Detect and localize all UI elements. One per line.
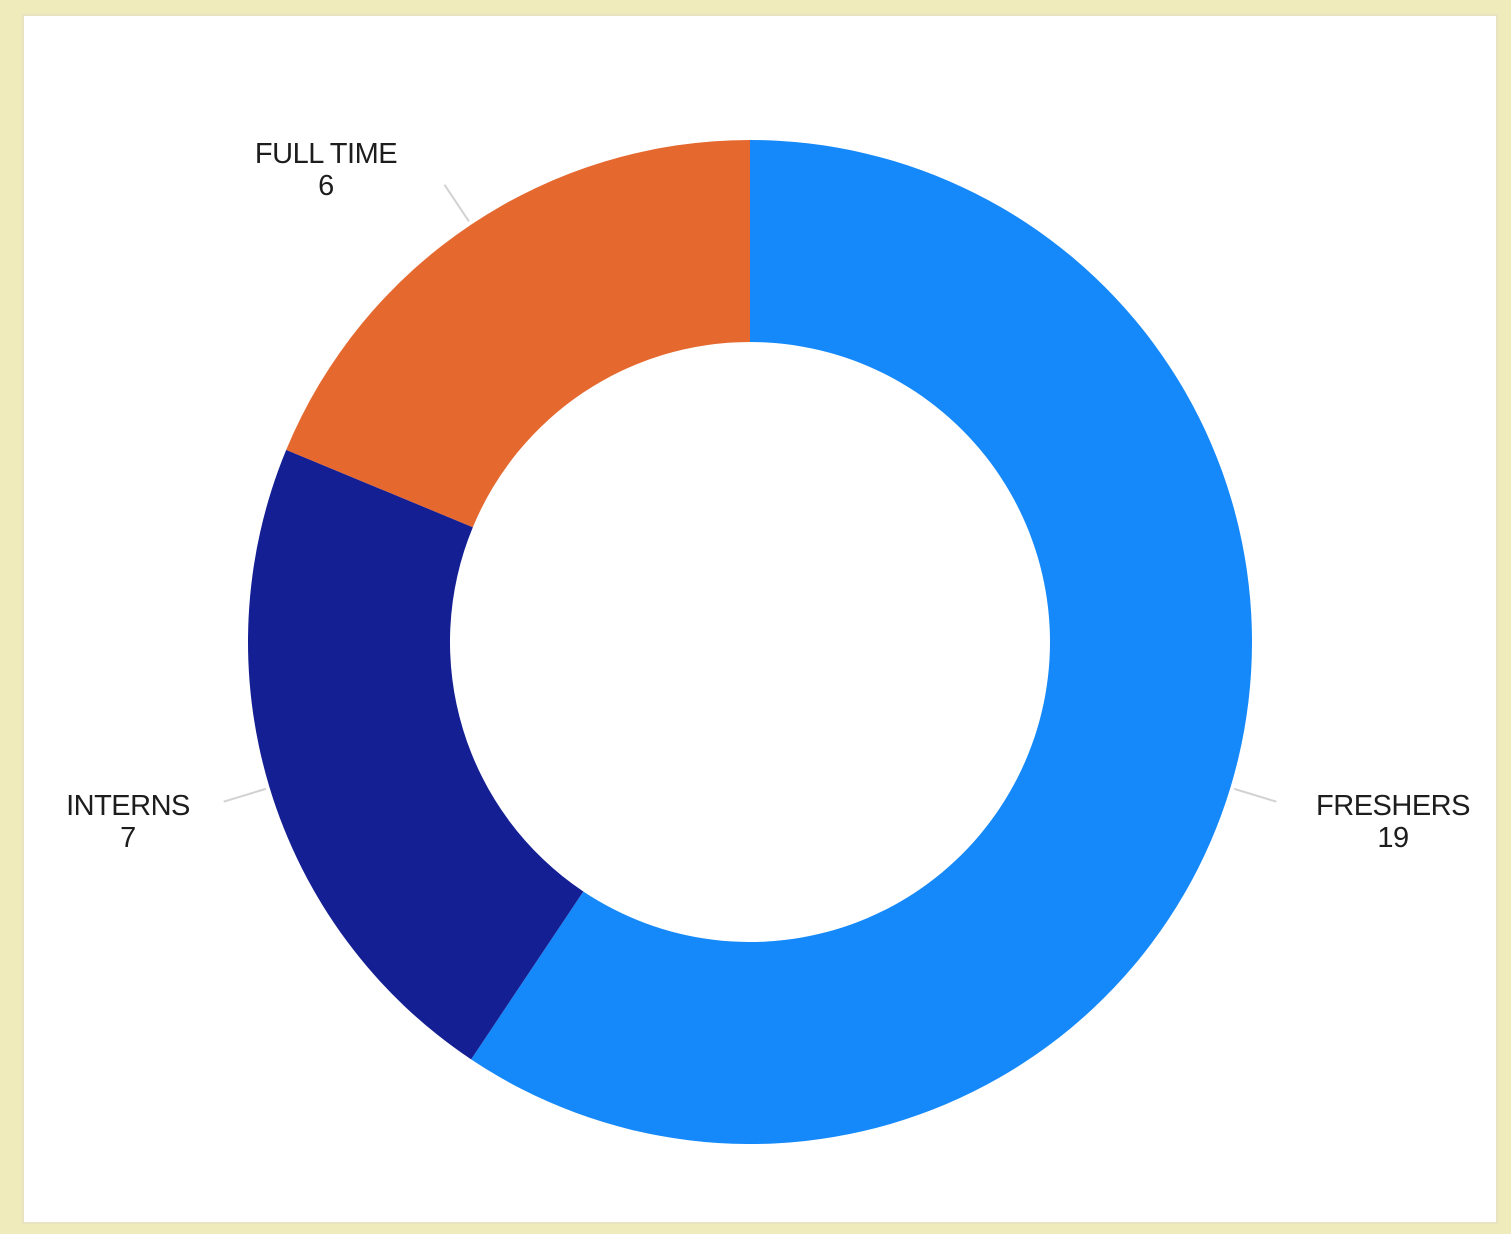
leader-line-interns [223,787,267,803]
slice-interns[interactable] [248,449,584,1060]
slice-labels-group: FULL TIME 6 INTERNS 7 FRESHERS 19 [66,138,1471,854]
leader-line-freshers [1233,787,1277,803]
slice-label-full-time: FULL TIME [255,138,397,170]
slice-label-freshers: FRESHERS [1316,790,1470,822]
slice-value-interns: 7 [120,822,136,854]
slice-full-time[interactable] [286,139,750,528]
leader-lines-group [223,184,1277,803]
slice-value-full-time: 6 [318,170,334,202]
slice-label-interns: INTERNS [66,790,190,822]
slice-freshers[interactable] [471,140,1252,1144]
leader-line-full-time [443,184,470,222]
slice-value-freshers: 19 [1377,822,1408,854]
slices-group [248,139,1252,1144]
